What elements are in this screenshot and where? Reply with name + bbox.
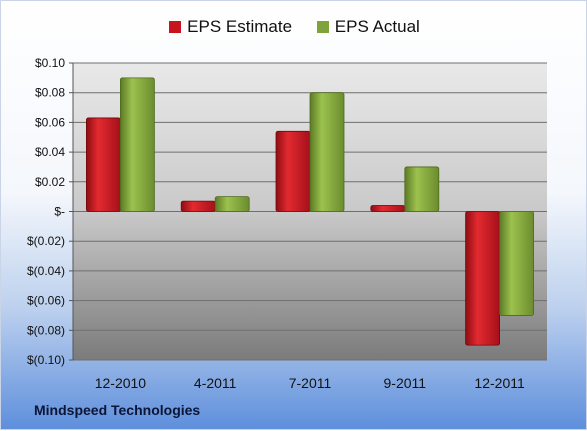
y-tick-label: $(0.10) xyxy=(27,353,65,367)
bar-eps-estimate xyxy=(465,211,501,346)
bar-eps-actual xyxy=(214,196,250,212)
legend-label-actual: EPS Actual xyxy=(334,17,420,36)
bar-eps-estimate xyxy=(86,117,121,212)
x-tick-label: 9-2011 xyxy=(384,375,427,391)
y-tick-label: $- xyxy=(54,205,65,219)
y-tick-label: $(0.06) xyxy=(27,294,65,308)
legend-item-estimate: EPS Estimate xyxy=(169,17,292,37)
bar-eps-actual xyxy=(309,92,345,212)
y-tick-label: $(0.08) xyxy=(27,323,65,337)
bar-eps-actual xyxy=(499,211,535,316)
bar-eps-estimate xyxy=(275,130,311,212)
legend-swatch-estimate xyxy=(169,21,182,33)
legend-label-estimate: EPS Estimate xyxy=(187,17,293,36)
bar-eps-actual xyxy=(404,166,440,212)
y-tick-label: $0.10 xyxy=(35,56,65,70)
y-tick-label: $0.06 xyxy=(35,115,65,129)
bar-eps-estimate xyxy=(370,205,406,212)
bar-eps-actual xyxy=(120,77,155,212)
bar-eps-estimate xyxy=(180,200,216,212)
y-tick-label: $(0.02) xyxy=(27,234,65,248)
legend-item-actual: EPS Actual xyxy=(316,17,420,37)
y-tick-label: $0.02 xyxy=(35,175,65,189)
y-tick-label: $0.04 xyxy=(35,145,65,159)
x-tick-label: 12-2010 xyxy=(95,375,147,391)
x-tick-label: 7-2011 xyxy=(289,375,332,391)
company-name: Mindspeed Technologies xyxy=(34,402,201,418)
x-tick-label: 12-2011 xyxy=(474,375,525,391)
legend: EPS Estimate EPS Actual xyxy=(1,17,587,38)
x-tick-label: 4-2011 xyxy=(194,375,237,391)
y-tick-label: $0.08 xyxy=(35,86,65,100)
y-tick-label: $(0.04) xyxy=(27,264,65,278)
legend-swatch-actual xyxy=(316,21,329,33)
